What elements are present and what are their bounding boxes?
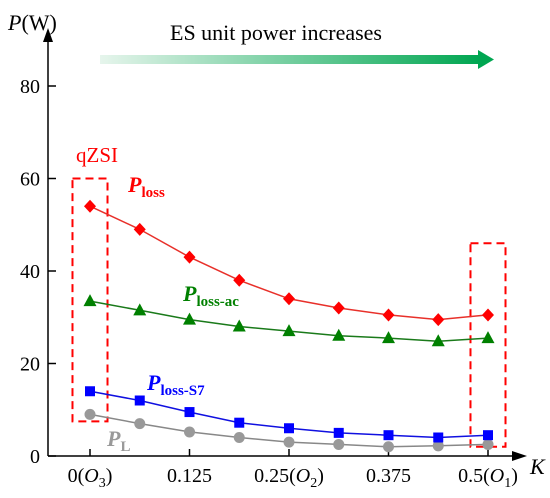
data-point-loss-ac [382,331,395,344]
highlight-box [469,242,507,448]
annotation-top: ES unit power increases [170,20,382,45]
y-tick-label: 80 [20,76,40,98]
data-point-loss [283,292,295,306]
data-point-loss-S7 [284,423,294,434]
y-tick-label: 0 [30,446,40,468]
data-point-loss [233,273,246,287]
data-point-L [134,418,146,430]
series-labels: Ploss Ploss-ac Ploss-S7 PL [106,172,239,455]
y-axis-label: P(W) [7,10,57,35]
data-point-loss [482,308,494,322]
data-point-loss-ac [183,312,196,325]
data-point-L [482,438,494,450]
ticks: 0 20 40 60 80 0(O3) 0.125 0.25(O2) 0.375 0.5(O1) [20,76,518,491]
series-label-loss-S7: Ploss-S7 [146,370,205,399]
data-point-L [283,436,295,448]
data-point-L [233,432,245,443]
highlight-box [71,177,109,423]
data-point-L [383,441,394,453]
trend-arrow-shaft [100,55,480,64]
data-point-loss [133,222,146,236]
series-label-L: PL [106,426,130,455]
data-point-loss [432,313,445,327]
data-point-loss-ac [481,331,495,344]
data-point-loss-ac [232,319,246,332]
series-label-loss-ac: Ploss-ac [182,281,239,310]
data-point-loss-ac [83,294,97,307]
data-point-L [84,408,96,420]
data-point-loss-S7 [134,395,145,406]
x-tick-label: 0.125 [167,465,212,487]
series-label-loss: Ploss [127,172,165,201]
trend-arrow-head [478,50,494,69]
y-tick-label: 40 [20,261,40,283]
data-point-loss-ac [332,328,346,341]
data-point-loss [382,308,395,322]
data-point-loss-S7 [85,386,95,397]
data-point-loss [183,250,196,264]
y-axis-arrow [43,28,53,42]
system-label: qZSI [76,143,118,167]
data-point-loss-ac [431,334,445,347]
data-point-loss [84,199,96,213]
data-point-loss-S7 [333,427,344,438]
y-tick-label: 20 [20,354,40,376]
highlight-boxes [71,177,507,448]
data-point-L [432,440,444,452]
data-point-loss-S7 [383,430,394,441]
x-axis-label: K [529,454,546,479]
x-tick-label: 0.5(O1) [458,465,518,491]
data-point-loss-ac [133,303,147,316]
data-point-loss-S7 [184,407,195,418]
y-tick-label: 60 [20,169,40,191]
x-axis-arrow [512,451,527,461]
x-tick-label: 0(O3) [68,465,113,491]
data-point-loss [332,301,345,315]
data-point-loss-S7 [234,417,245,428]
series-group [83,199,495,453]
data-point-loss-ac [282,324,296,337]
data-point-L [184,426,195,438]
x-tick-label: 0.25(O2) [254,465,324,491]
data-point-L [333,438,345,450]
data-point-loss-S7 [433,432,444,443]
data-point-loss-S7 [483,430,493,441]
x-tick-label: 0.375 [366,465,411,487]
